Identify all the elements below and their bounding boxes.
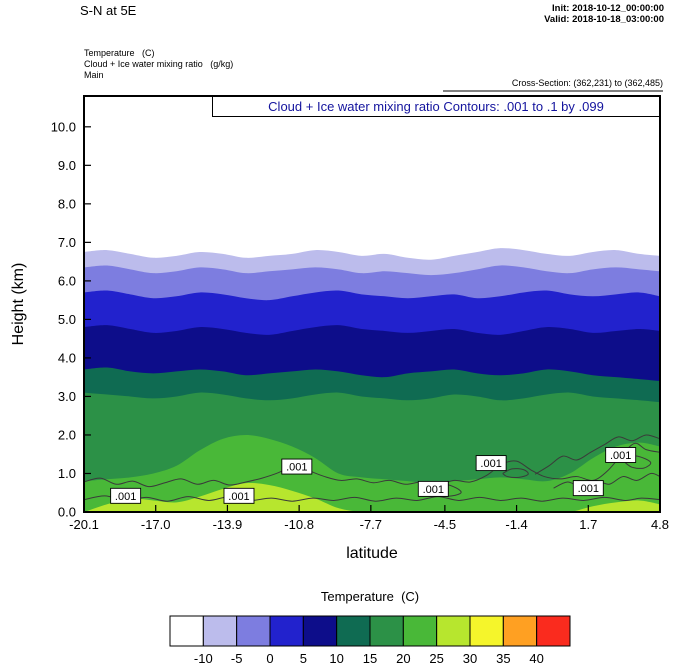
colorbar-cell [202,615,238,647]
x-tick-label: -7.7 [360,517,382,532]
y-tick-label: 0.0 [58,505,76,520]
colorbar-cell [269,615,304,647]
contour-label: .001 [228,491,249,503]
temperature-fill-layer [84,96,660,512]
x-tick-label: 4.8 [651,517,669,532]
colorbar-title: Temperature (C) [320,589,420,604]
contour-label-box [281,458,313,475]
colorbar-cell [469,615,504,647]
x-tick-label: -20.1 [69,517,99,532]
x-axis-title: latitude [346,545,398,562]
x-tick-label: -1.4 [505,517,527,532]
colorbar-cell [369,615,404,647]
colorbar-tick-label: 15 [363,651,377,666]
colorbar-cell [336,615,371,647]
colorbar-cell [169,615,204,647]
contour-label: .001 [423,484,444,496]
colorbar-tick-label: -5 [231,651,243,666]
colorbar-tick-label: 0 [266,651,273,666]
colorbar-cell [236,615,271,647]
cloud-contour-line [84,442,660,488]
init-time-label: Init: 2018-10-12_00:00:00 [552,3,664,14]
colorbar-tick-label: 20 [396,651,410,666]
y-tick-label: 9.0 [58,158,76,173]
contour-label-box [572,480,604,497]
y-tick-label: 10.0 [51,119,76,134]
contour-label: .001 [578,483,599,495]
contour-label-box [605,447,637,463]
colorbar-tick-label: 5 [300,651,307,666]
x-tick-label: -13.9 [213,517,243,532]
y-tick-label: 3.0 [58,389,76,404]
colorbar-tick-label: -10 [194,651,213,666]
y-tick-label: 7.0 [58,235,76,250]
y-tick-label: 8.0 [58,196,76,211]
page-title: S-N at 5E [80,3,137,18]
colorbar-tick-label: 10 [329,651,343,666]
x-tick-label: -10.8 [284,517,314,532]
colorbar-cell [402,615,438,647]
x-tick-label: -4.5 [434,517,456,532]
colorbar-tick-label: 30 [463,651,477,666]
colorbar-cell [536,615,571,647]
x-tick-label: -17.0 [141,517,171,532]
colorbar-cell [436,615,471,647]
contour-label: .001 [286,462,307,474]
cloud-contour-line [502,468,529,478]
contour-label-box [110,487,142,504]
colorbar-tick-label: 35 [496,651,510,666]
colorbar-tick-label: 40 [529,651,543,666]
cross-section-coords-label: Cross-Section: (362,231) to (362,485) [511,78,663,88]
y-tick-label: 2.0 [58,427,76,442]
y-tick-label: 6.0 [58,273,76,288]
cloud-contour-line [534,434,660,475]
contour-legend-title: Cloud + Ice water mixing ratio Contours:… [212,96,660,117]
y-tick-label: 5.0 [58,312,76,327]
field-label-cloud-mixing-ratio: Cloud + Ice water mixing ratio (g/kg) [84,59,234,69]
x-tick-label: 1.7 [579,517,597,532]
colorbar-cell [502,615,538,647]
valid-time-label: Valid: 2018-10-18_03:00:00 [544,14,664,25]
field-label-temperature: Temperature (C) [84,48,155,58]
contour-label-box [417,480,449,497]
contour-label: .001 [610,450,631,462]
cloud-contour-line [553,472,660,489]
y-axis-title: Height (km) [10,262,27,346]
colorbar-cell [302,615,338,647]
contour-label: .001 [480,458,501,470]
contour-label-box [475,455,507,472]
contour-label-box [223,487,255,504]
colorbar-tick-label: 25 [429,651,443,666]
y-tick-label: 1.0 [58,466,76,481]
cloud-contour-line [84,495,660,502]
field-label-domain: Main [84,70,104,80]
contour-label: .001 [115,491,136,503]
y-tick-label: 4.0 [58,350,76,365]
